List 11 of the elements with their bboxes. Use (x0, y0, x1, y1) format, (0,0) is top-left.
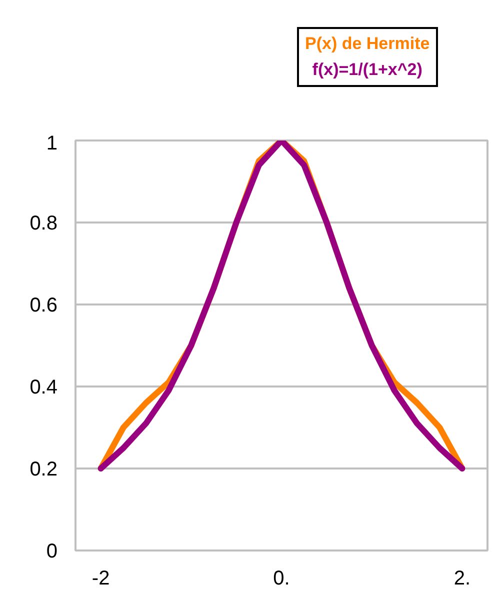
text: f(x)=1/(1+x^2) (311, 59, 424, 81)
text: P(x) de Hermite (305, 33, 430, 55)
x-tick-label: 0. (273, 568, 290, 590)
y-tick-label: 0.4 (30, 376, 58, 398)
y-tick-label: 0.8 (30, 212, 58, 234)
y-tick-label: 0 (46, 540, 58, 562)
x-tick-label: -2 (92, 568, 110, 590)
y-tick-label: 0.6 (30, 294, 58, 316)
y-tick-label: 0.2 (30, 458, 58, 480)
x-tick-label: 2. (454, 568, 471, 590)
y-tick-label: 1 (46, 132, 58, 154)
